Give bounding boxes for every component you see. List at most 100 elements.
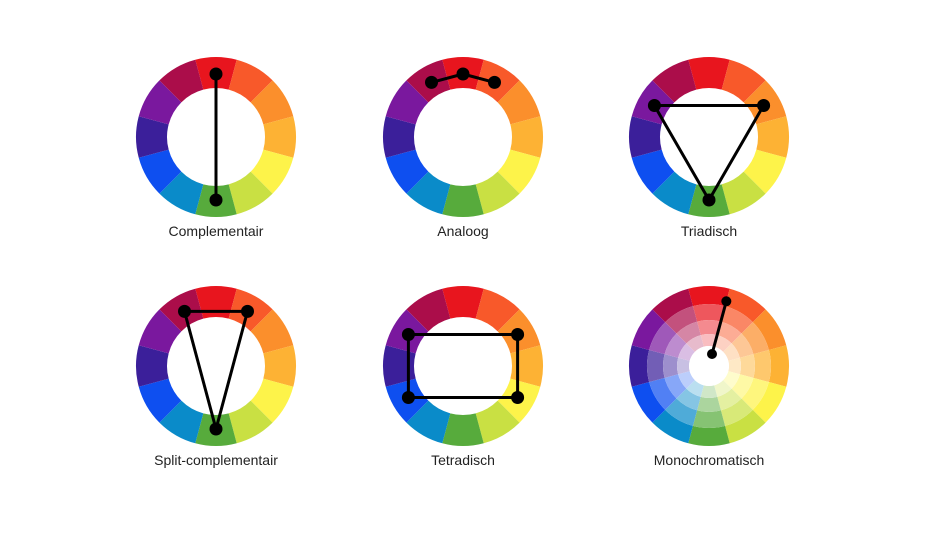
harmony-dot-0 bbox=[401, 328, 415, 341]
mono-seg-ring1-2 bbox=[741, 322, 769, 355]
wheel-segment-1 bbox=[475, 288, 520, 332]
mono-seg-ring1-5 bbox=[720, 398, 753, 426]
label-complementair: Complementair bbox=[168, 223, 264, 239]
mono-seg-ring2-3 bbox=[739, 354, 755, 378]
mono-seg-ring1-7 bbox=[665, 398, 698, 426]
harmony-dot-2 bbox=[702, 193, 716, 207]
wheel-segment-3 bbox=[510, 116, 543, 158]
harmony-dot-0 bbox=[647, 99, 661, 112]
wheel-triadisch bbox=[629, 57, 789, 217]
mono-seg-ring1-9 bbox=[646, 349, 665, 383]
harmony-dot-1 bbox=[209, 193, 223, 207]
label-analoog: Analoog bbox=[437, 223, 489, 239]
wheel-segment-0 bbox=[442, 286, 484, 319]
harmony-dot-2 bbox=[511, 391, 525, 404]
label-split-complementair: Split-complementair bbox=[154, 452, 278, 468]
harmony-dot-2 bbox=[488, 75, 501, 89]
mono-seg-ring3-0 bbox=[700, 334, 718, 347]
wheel-segment-7 bbox=[406, 171, 451, 215]
wheel-segment-2 bbox=[497, 80, 541, 125]
wheel-segment-4 bbox=[250, 149, 294, 194]
mono-seg-ring3-11 bbox=[686, 335, 704, 352]
harmony-shape bbox=[652, 104, 766, 202]
mono-seg-ring0-0 bbox=[688, 286, 730, 307]
mono-seg-ring2-1 bbox=[717, 321, 742, 344]
wheel-segment-5 bbox=[228, 171, 273, 215]
mono-seg-ring2-6 bbox=[697, 396, 721, 412]
wheel-segment-3 bbox=[263, 116, 296, 158]
mono-seg-ring2-0 bbox=[697, 320, 721, 336]
wheel-segment-9 bbox=[383, 116, 416, 158]
wheel-segment-5 bbox=[228, 400, 273, 444]
wheel-segment-10 bbox=[138, 80, 182, 125]
mono-seg-ring0-2 bbox=[752, 309, 787, 350]
wheel-segment-1 bbox=[228, 59, 273, 103]
wheel-segment-10 bbox=[385, 80, 429, 125]
mono-seg-ring3-2 bbox=[723, 343, 740, 361]
harmony-dot-1 bbox=[456, 67, 470, 81]
mono-seg-ring3-1 bbox=[714, 335, 732, 352]
harmony-dot-0 bbox=[209, 67, 223, 81]
wheel-segment-3 bbox=[263, 345, 296, 387]
mono-seg-ring2-10 bbox=[664, 333, 687, 358]
mono-seg-ring0-8 bbox=[631, 382, 666, 423]
label-monochromatisch: Monochromatisch bbox=[653, 452, 765, 468]
wheel-segment-9 bbox=[629, 116, 662, 158]
wheel-segment-11 bbox=[159, 59, 204, 103]
mono-seg-ring3-6 bbox=[700, 385, 718, 398]
wheel-segment-0 bbox=[688, 57, 730, 90]
wheel-segment-4 bbox=[250, 378, 294, 423]
wheel-segment-4 bbox=[743, 149, 787, 194]
harmony-dot-3 bbox=[401, 391, 415, 404]
mono-seg-ring0-11 bbox=[652, 288, 693, 323]
mono-seg-ring2-2 bbox=[731, 333, 754, 358]
wheel-segment-11 bbox=[406, 288, 451, 332]
mono-seg-ring0-5 bbox=[725, 409, 766, 444]
harmony-dot-1 bbox=[757, 99, 771, 112]
harmony-dot-2 bbox=[209, 422, 223, 436]
mono-seg-ring3-9 bbox=[677, 357, 690, 375]
wheel-segment-4 bbox=[497, 149, 541, 194]
mono-line bbox=[710, 300, 728, 355]
label-tetradisch: Tetradisch bbox=[431, 452, 495, 468]
wheel-segment-8 bbox=[631, 149, 675, 194]
harmony-dot-0 bbox=[178, 304, 191, 318]
wheel-segment-3 bbox=[756, 116, 789, 158]
wheel-segment-7 bbox=[406, 400, 451, 444]
wheel-segment-5 bbox=[475, 400, 520, 444]
wheel-segment-10 bbox=[138, 309, 182, 354]
mono-seg-ring1-11 bbox=[665, 306, 698, 334]
wheel-segment-8 bbox=[138, 149, 182, 194]
mono-seg-ring2-9 bbox=[663, 354, 679, 378]
wheel-segment-7 bbox=[652, 171, 697, 215]
mono-seg-ring3-3 bbox=[728, 357, 741, 375]
mono-seg-ring1-6 bbox=[692, 410, 726, 429]
mono-seg-ring0-1 bbox=[725, 288, 766, 323]
wheel-segment-5 bbox=[721, 171, 766, 215]
mono-seg-ring0-7 bbox=[652, 409, 693, 444]
wheel-segment-9 bbox=[136, 345, 169, 387]
mono-seg-ring3-7 bbox=[686, 380, 704, 397]
mono-seg-ring2-11 bbox=[676, 321, 701, 344]
mono-seg-ring3-4 bbox=[723, 371, 740, 389]
mono-seg-ring2-5 bbox=[717, 388, 742, 411]
wheel-segment-9 bbox=[136, 116, 169, 158]
mono-seg-ring1-8 bbox=[649, 377, 677, 410]
harmony-dot-0 bbox=[425, 75, 438, 89]
wheel-segment-6 bbox=[442, 413, 484, 446]
wheel-segment-6 bbox=[442, 184, 484, 217]
mono-seg-ring0-3 bbox=[768, 345, 789, 387]
mono-center bbox=[689, 346, 729, 386]
harmony-shape bbox=[183, 309, 249, 431]
mono-seg-ring1-3 bbox=[753, 349, 772, 383]
mono-seg-ring2-4 bbox=[731, 374, 754, 399]
wheel-segment-7 bbox=[159, 171, 204, 215]
mono-seg-ring3-5 bbox=[714, 380, 732, 397]
mono-seg-ring0-10 bbox=[631, 309, 666, 350]
wheel-segment-11 bbox=[652, 59, 697, 103]
label-triadisch: Triadisch bbox=[680, 223, 738, 239]
mono-seg-ring1-4 bbox=[741, 377, 769, 410]
wheel-complementair bbox=[136, 57, 296, 217]
mono-seg-ring0-9 bbox=[629, 345, 650, 387]
